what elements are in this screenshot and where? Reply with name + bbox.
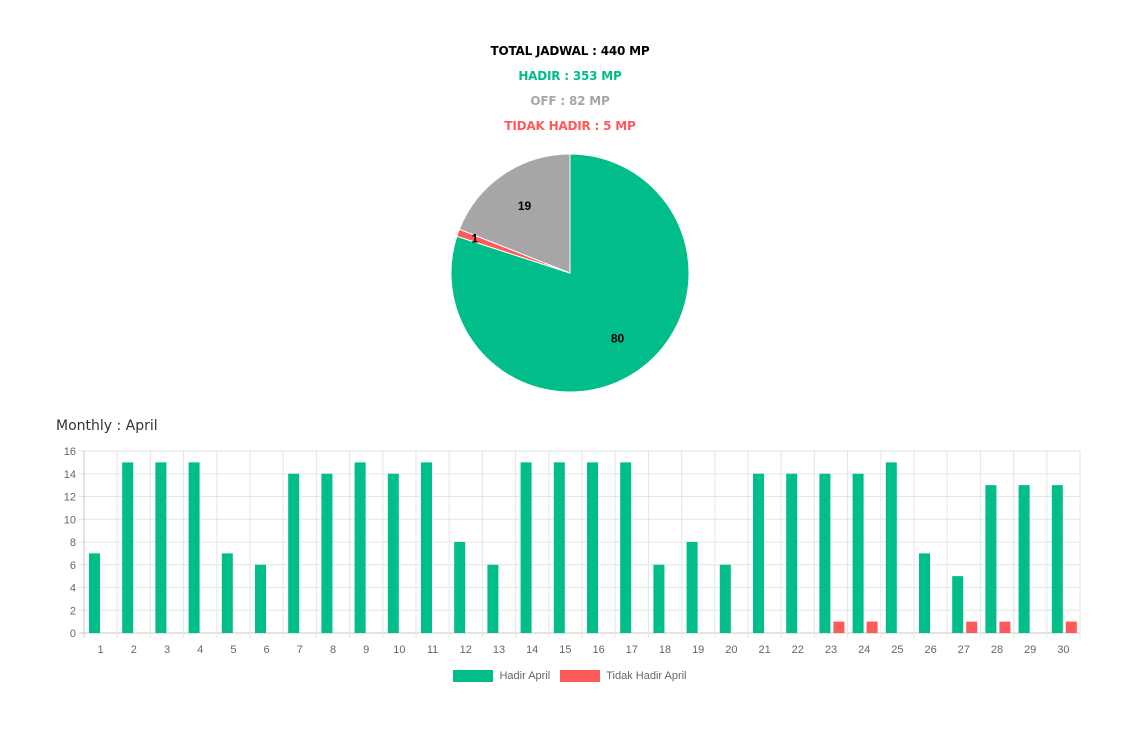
bar-hadir-day-28[interactable] <box>985 485 997 633</box>
x-tick-label: 9 <box>363 644 369 656</box>
x-tick-label: 13 <box>493 644 505 656</box>
x-tick-label: 15 <box>559 644 571 656</box>
bar-tidak-hadir-day-30[interactable] <box>1065 621 1077 633</box>
x-tick-label: 27 <box>958 644 970 656</box>
bar-hadir-day-27[interactable] <box>952 576 964 633</box>
y-tick-label: 14 <box>64 469 76 481</box>
x-tick-label: 22 <box>792 644 804 656</box>
bar-tidak-hadir-day-23[interactable] <box>833 621 845 633</box>
x-tick-label: 2 <box>131 644 137 656</box>
bar-hadir-day-20[interactable] <box>719 564 731 633</box>
x-tick-label: 4 <box>197 644 203 656</box>
legend-swatch-hadir <box>453 670 494 682</box>
bar-tidak-hadir-day-24[interactable] <box>866 621 878 633</box>
bar-hadir-day-2[interactable] <box>122 462 134 633</box>
absent-count-label: TIDAK HADIR : 5 MP <box>504 119 636 133</box>
legend-item-tidak-hadir[interactable]: Tidak Hadir April <box>560 670 687 682</box>
x-tick-label: 6 <box>264 644 270 656</box>
bar-hadir-day-26[interactable] <box>919 553 930 633</box>
x-tick-label: 16 <box>592 644 604 656</box>
bar-hadir-day-17[interactable] <box>620 462 632 633</box>
legend-label-tidak-hadir: Tidak Hadir April <box>606 670 687 682</box>
y-tick-label: 4 <box>70 583 76 595</box>
bar-hadir-day-19[interactable] <box>686 542 698 633</box>
legend-swatch-tidak-hadir <box>560 670 601 682</box>
bar-hadir-day-21[interactable] <box>753 473 764 633</box>
attendance-pie-chart: 80 1 19 <box>450 153 690 393</box>
x-tick-label: 30 <box>1057 644 1069 656</box>
x-tick-label: 11 <box>427 644 438 656</box>
present-count-label: HADIR : 353 MP <box>518 69 622 83</box>
bar-hadir-day-16[interactable] <box>587 462 598 633</box>
bar-hadir-day-4[interactable] <box>188 462 200 633</box>
x-tick-label: 28 <box>991 644 1003 656</box>
bar-hadir-day-18[interactable] <box>653 564 665 633</box>
bar-hadir-day-10[interactable] <box>387 473 399 633</box>
legend-item-hadir[interactable]: Hadir April <box>453 670 550 682</box>
bar-hadir-day-30[interactable] <box>1051 485 1063 633</box>
bar-hadir-day-5[interactable] <box>221 553 233 633</box>
x-tick-label: 3 <box>164 644 170 656</box>
pie-slice-0[interactable] <box>450 153 690 393</box>
bar-hadir-day-24[interactable] <box>852 473 864 633</box>
bar-tidak-hadir-day-28[interactable] <box>999 621 1011 633</box>
bar-hadir-day-9[interactable] <box>354 462 366 633</box>
x-tick-label: 18 <box>659 644 671 656</box>
x-tick-label: 12 <box>460 644 472 656</box>
y-tick-label: 0 <box>70 628 76 640</box>
y-tick-label: 12 <box>64 492 76 504</box>
monthly-chart-title: Monthly : April <box>56 418 158 434</box>
bar-hadir-day-29[interactable] <box>1018 485 1030 633</box>
bar-hadir-day-12[interactable] <box>454 542 466 633</box>
y-tick-label: 6 <box>70 560 76 572</box>
y-tick-label: 2 <box>70 605 76 617</box>
bar-hadir-day-14[interactable] <box>520 462 532 633</box>
x-tick-label: 21 <box>758 644 770 656</box>
pie-data-label-1: 1 <box>471 232 478 246</box>
bar-hadir-day-25[interactable] <box>885 462 897 633</box>
x-tick-label: 1 <box>98 644 104 656</box>
x-tick-label: 17 <box>626 644 638 656</box>
x-tick-label: 7 <box>297 644 303 656</box>
y-tick-label: 10 <box>64 514 76 526</box>
bar-hadir-day-8[interactable] <box>321 473 333 633</box>
x-tick-label: 19 <box>692 644 704 656</box>
x-tick-label: 20 <box>725 644 737 656</box>
bar-hadir-day-3[interactable] <box>155 462 167 633</box>
pie-data-label-0: 80 <box>611 331 625 345</box>
bar-tidak-hadir-day-27[interactable] <box>966 621 978 633</box>
y-tick-label: 16 <box>64 446 76 458</box>
bar-hadir-day-11[interactable] <box>421 462 432 633</box>
x-tick-label: 26 <box>924 644 936 656</box>
x-tick-label: 14 <box>526 644 538 656</box>
bar-hadir-day-13[interactable] <box>487 564 499 633</box>
x-tick-label: 23 <box>825 644 837 656</box>
bar-chart-legend: Hadir April Tidak Hadir April <box>0 670 1140 682</box>
total-schedule-label: TOTAL JADWAL : 440 MP <box>490 44 650 58</box>
y-tick-label: 8 <box>70 537 76 549</box>
x-tick-label: 10 <box>393 644 405 656</box>
bar-hadir-day-1[interactable] <box>89 553 100 633</box>
x-tick-label: 24 <box>858 644 870 656</box>
bar-hadir-day-22[interactable] <box>786 473 798 633</box>
bar-hadir-day-7[interactable] <box>288 473 300 633</box>
off-count-label: OFF : 82 MP <box>530 94 610 108</box>
bar-hadir-day-23[interactable] <box>819 473 831 633</box>
x-tick-label: 5 <box>230 644 236 656</box>
x-tick-label: 29 <box>1024 644 1036 656</box>
pie-data-label-2: 19 <box>518 199 532 213</box>
legend-label-hadir: Hadir April <box>499 670 551 682</box>
bar-hadir-day-6[interactable] <box>255 564 266 633</box>
bar-hadir-day-15[interactable] <box>553 462 565 633</box>
x-tick-label: 25 <box>891 644 903 656</box>
x-tick-label: 8 <box>330 644 336 656</box>
pie-slice-2[interactable] <box>458 153 571 274</box>
